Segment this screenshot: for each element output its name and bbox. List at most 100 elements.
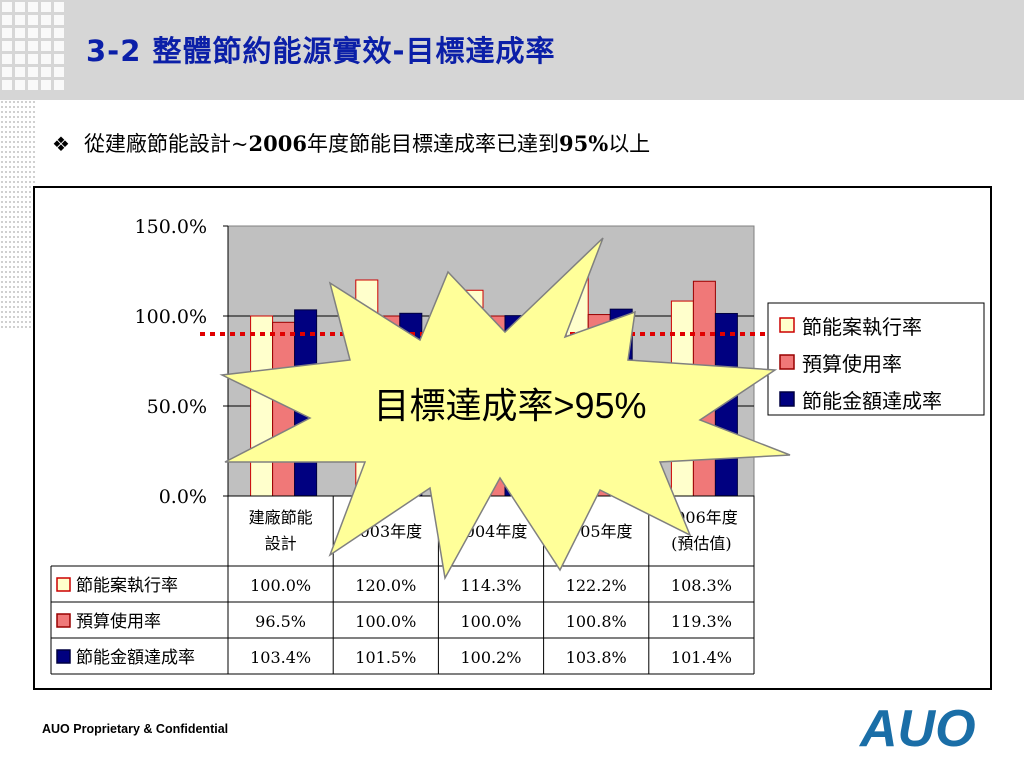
dot bbox=[5, 321, 7, 323]
dot bbox=[17, 216, 19, 218]
dot bbox=[21, 191, 23, 193]
dot bbox=[5, 191, 7, 193]
dot bbox=[5, 146, 7, 148]
dot bbox=[17, 116, 19, 118]
dot bbox=[13, 251, 15, 253]
dot bbox=[33, 131, 35, 133]
dot bbox=[13, 321, 15, 323]
dot bbox=[21, 161, 23, 163]
dot bbox=[29, 186, 31, 188]
dot bbox=[25, 196, 27, 198]
dot bbox=[25, 156, 27, 158]
dot bbox=[1, 326, 3, 328]
header-grid-pattern bbox=[2, 2, 64, 90]
dot bbox=[5, 186, 7, 188]
dot bbox=[25, 236, 27, 238]
dot bbox=[17, 256, 19, 258]
data-label: 114.3% bbox=[460, 576, 521, 595]
grid-cell bbox=[41, 28, 51, 38]
dot bbox=[13, 136, 15, 138]
table-series-name: 預算使用率 bbox=[76, 611, 161, 632]
dot bbox=[13, 291, 15, 293]
dot bbox=[9, 281, 11, 283]
dot bbox=[33, 181, 35, 183]
dot bbox=[33, 151, 35, 153]
dot bbox=[5, 281, 7, 283]
dot bbox=[1, 196, 3, 198]
dot bbox=[13, 116, 15, 118]
dot bbox=[17, 126, 19, 128]
dot bbox=[17, 246, 19, 248]
grid-cell bbox=[41, 2, 51, 12]
dot bbox=[5, 106, 7, 108]
dot bbox=[9, 126, 11, 128]
dot bbox=[5, 311, 7, 313]
dot bbox=[9, 311, 11, 313]
dot bbox=[21, 156, 23, 158]
grid-cell bbox=[15, 15, 25, 25]
dot bbox=[9, 251, 11, 253]
dot bbox=[33, 101, 35, 103]
dot bbox=[21, 101, 23, 103]
dot bbox=[29, 281, 31, 283]
dot bbox=[9, 226, 11, 228]
legend-label: 節能案執行率 bbox=[802, 315, 922, 339]
dot bbox=[17, 221, 19, 223]
dot bbox=[5, 221, 7, 223]
dot bbox=[5, 131, 7, 133]
dot bbox=[9, 161, 11, 163]
dot bbox=[25, 181, 27, 183]
legend-label: 節能金額達成率 bbox=[802, 389, 942, 413]
dot bbox=[25, 211, 27, 213]
dot bbox=[29, 286, 31, 288]
dot bbox=[13, 106, 15, 108]
dot bbox=[9, 286, 11, 288]
dot bbox=[1, 286, 3, 288]
dot bbox=[33, 121, 35, 123]
category-label: 設計 bbox=[265, 534, 297, 553]
dot bbox=[5, 241, 7, 243]
dot bbox=[1, 181, 3, 183]
dot bbox=[17, 241, 19, 243]
dot bbox=[5, 201, 7, 203]
dot bbox=[29, 301, 31, 303]
dot bbox=[13, 236, 15, 238]
data-label: 100.8% bbox=[566, 612, 627, 631]
dot bbox=[21, 141, 23, 143]
dot bbox=[25, 291, 27, 293]
dot bbox=[33, 156, 35, 158]
grid-cell bbox=[2, 80, 12, 90]
table-series-swatch bbox=[56, 649, 71, 664]
dot bbox=[9, 241, 11, 243]
grid-cell bbox=[2, 2, 12, 12]
dot bbox=[1, 216, 3, 218]
dot bbox=[1, 156, 3, 158]
dot bbox=[25, 166, 27, 168]
dot bbox=[25, 326, 27, 328]
dot bbox=[29, 306, 31, 308]
dot bbox=[1, 206, 3, 208]
dot bbox=[33, 136, 35, 138]
dot bbox=[5, 271, 7, 273]
dot bbox=[9, 306, 11, 308]
table-series-swatch bbox=[56, 613, 71, 628]
dot bbox=[13, 216, 15, 218]
dot bbox=[17, 281, 19, 283]
dot bbox=[25, 131, 27, 133]
grid-cell bbox=[54, 28, 64, 38]
dot bbox=[1, 276, 3, 278]
grid-cell bbox=[28, 80, 38, 90]
data-label: 100.0% bbox=[355, 612, 416, 631]
dot bbox=[25, 111, 27, 113]
dot bbox=[29, 291, 31, 293]
dot bbox=[29, 276, 31, 278]
y-tick-label: 50.0% bbox=[147, 396, 207, 418]
dot bbox=[1, 306, 3, 308]
dot bbox=[13, 141, 15, 143]
dot bbox=[21, 216, 23, 218]
grid-cell bbox=[41, 54, 51, 64]
dot bbox=[17, 226, 19, 228]
dot bbox=[33, 161, 35, 163]
dot bbox=[9, 176, 11, 178]
dot bbox=[5, 226, 7, 228]
